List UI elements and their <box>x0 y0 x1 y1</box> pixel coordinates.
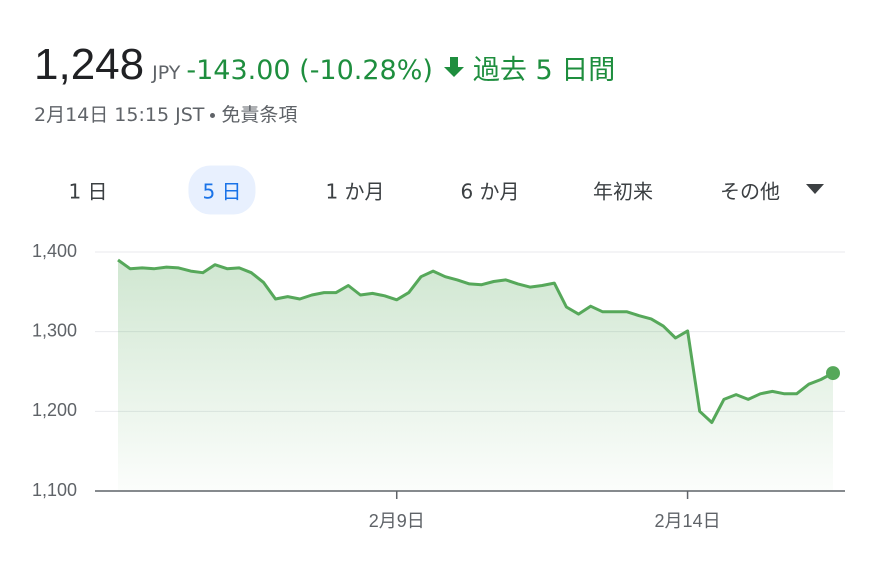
quote-header: 1,248 JPY -143.00 (-10.28%) 過去 5 日間 <box>34 40 615 90</box>
separator <box>210 113 216 118</box>
price-line <box>117 258 834 424</box>
range-tab[interactable]: 5 日 <box>188 165 256 215</box>
down-arrow <box>443 57 464 77</box>
dropdown-caret[interactable] <box>806 184 824 194</box>
range-tab[interactable]: 年初来 <box>593 179 653 204</box>
range-tab[interactable]: 1 か月 <box>325 179 385 204</box>
y-tick-label: 1,300 <box>32 320 77 340</box>
change: -143.00 (-10.28%) <box>186 55 433 86</box>
range-tab[interactable]: 1 日 <box>68 179 108 204</box>
y-tick-label: 1,100 <box>32 480 77 500</box>
subline: 2月14日 15:15 JST 免責条項 <box>34 100 297 127</box>
y-tick-label: 1,200 <box>32 400 77 420</box>
disclaimer-link[interactable]: 免責条項 <box>221 104 298 126</box>
currency: JPY <box>152 62 181 84</box>
period: 過去 5 日間 <box>472 55 616 86</box>
x-tick-label: 2月14日 <box>655 511 721 531</box>
price: 1,248 <box>34 40 145 89</box>
x-tick-label: 2月9日 <box>369 511 425 531</box>
last-point <box>826 366 840 381</box>
timestamp: 2月14日 15:15 JST <box>34 104 205 126</box>
range-tab[interactable]: 6 か月 <box>460 179 520 204</box>
area <box>118 260 833 491</box>
y-tick-label: 1,400 <box>32 241 77 261</box>
range-tab[interactable]: その他 <box>720 179 780 204</box>
